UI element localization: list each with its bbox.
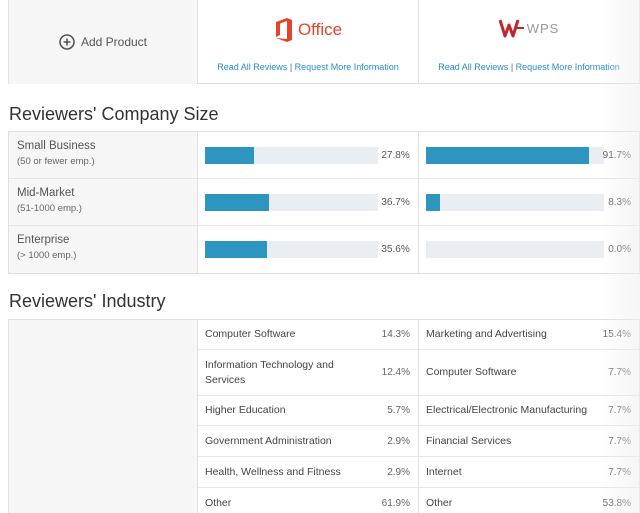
industry-value: 7.7% [608,367,631,378]
industry-value: 7.7% [608,435,631,447]
progress-track [205,147,379,164]
office-cell: 36.7% [198,179,419,225]
industry-name: Marketing and Advertising [426,328,547,340]
add-product-label: Add Product [80,35,148,49]
industry-title: Reviewers' Industry [9,291,166,311]
industry-name: Government Administration [205,434,332,447]
list-item: Information Technology and Services 12.4% [198,350,418,396]
list-item: Electrical/Electronic Manufacturing 7.7% [419,396,639,426]
list-item: Health, Wellness and Fitness 2.9% [198,457,418,488]
industry-name: Computer Software [426,366,517,378]
percentage: 91.7% [602,150,632,161]
industry-value: 15.4% [602,329,631,340]
link-separator: | [289,62,293,72]
wps-cell: 0.0% [419,226,639,273]
product-column-wps: WPS Read All Reviews | Request More Info… [419,0,640,84]
list-item: Other 61.9% [198,488,418,513]
percentage: 8.3% [608,197,632,208]
list-item: Other 53.8% [419,488,639,513]
list-item: Internet 7.7% [419,457,639,488]
progress-track [205,194,379,211]
wps-links: Read All Reviews | Request More Informat… [419,62,639,72]
segment-range: (> 1000 emp.) [17,250,77,261]
industry-name: Higher Education [205,404,286,416]
progress-fill [205,241,267,258]
list-item: Higher Education 5.7% [198,396,418,426]
wps-cell: 91.7% [419,132,639,178]
segment-range: (50 or fewer emp.) [17,156,95,167]
product-column-office: Office Read All Reviews | Request More I… [198,0,419,84]
industry-label-column [8,320,198,513]
plus-circle-icon [59,34,75,50]
company-size-title: Reviewers' Company Size [9,104,219,124]
office-logo-text: Office [297,20,343,39]
office-logo-icon [275,18,292,42]
progress-track [425,194,604,211]
industry-value: 12.4% [381,367,410,378]
segment-range: (51-1000 emp.) [17,203,82,214]
list-item: Government Administration 2.9% [198,426,418,457]
office-cell: 27.8% [198,132,419,178]
table-row: Enterprise (> 1000 emp.) 35.6% 0.0% [9,226,639,273]
wps-request-info-link[interactable]: Request More Information [515,62,620,72]
segment-name: Enterprise [17,234,70,246]
industry-value: 2.9% [387,466,410,478]
row-label: Enterprise (> 1000 emp.) [9,226,199,273]
wps-industry-column: Marketing and Advertising 15.4% Computer … [419,320,640,513]
table-row: Small Business (50 or fewer emp.) 27.8% … [9,132,639,179]
percentage: 27.8% [381,150,410,161]
industry-value: 14.3% [381,329,410,340]
wps-read-reviews-link[interactable]: Read All Reviews [438,62,509,72]
row-label: Mid-Market (51-1000 emp.) [9,179,199,225]
industry-name: Information Technology and Services [205,358,334,386]
product-header: Add Product Office Read All Reviews | Re… [8,0,640,84]
industry-name: Health, Wellness and Fitness [205,465,341,478]
list-item: Financial Services 7.7% [419,426,639,457]
industry-name: Other [426,496,453,509]
wps-cell: 8.3% [419,179,639,225]
industry-value: 61.9% [381,497,410,509]
wps-logo[interactable]: WPS [419,18,639,38]
office-industry-column: Computer Software 14.3% Information Techn… [198,320,419,513]
table-row: Mid-Market (51-1000 emp.) 36.7% 8.3% [9,179,639,226]
industry-name: Electrical/Electronic Manufacturing [426,404,588,416]
industry-value: 7.7% [608,466,631,478]
company-size-table: Small Business (50 or fewer emp.) 27.8% … [8,131,640,274]
wps-logo-icon [498,19,524,38]
wps-logo-text: WPS [526,20,560,36]
link-separator: | [510,62,514,72]
office-links: Read All Reviews | Request More Informat… [198,62,418,72]
progress-fill [205,147,254,164]
list-item: Computer Software 7.7% [419,350,639,396]
office-request-info-link[interactable]: Request More Information [294,62,399,72]
list-item: Computer Software 14.3% [198,320,418,350]
industry-value: 2.9% [387,435,410,447]
progress-track [205,241,379,258]
industry-value: 7.7% [608,405,631,416]
segment-name: Mid-Market [17,187,75,199]
progress-fill [425,147,589,164]
progress-track [425,241,604,258]
industry-value: 53.8% [602,497,631,509]
row-label: Small Business (50 or fewer emp.) [9,132,199,178]
office-logo[interactable]: Office [198,18,418,42]
industry-name: Other [205,496,232,509]
industry-value: 5.7% [387,405,410,416]
progress-track [425,147,604,164]
list-item: Marketing and Advertising 15.4% [419,320,639,350]
percentage: 0.0% [608,244,632,255]
add-product-cell: Add Product [8,0,198,84]
progress-fill [425,194,441,211]
industry-table: Computer Software 14.3% Information Techn… [8,319,640,513]
industry-name: Computer Software [205,328,296,340]
percentage: 35.6% [381,244,410,255]
percentage: 36.7% [381,197,410,208]
industry-name: Internet [426,465,462,478]
office-cell: 35.6% [198,226,419,273]
office-read-reviews-link[interactable]: Read All Reviews [217,62,288,72]
industry-name: Financial Services [426,434,512,447]
progress-fill [205,194,269,211]
segment-name: Small Business [17,140,96,152]
add-product-button[interactable]: Add Product [59,34,147,50]
